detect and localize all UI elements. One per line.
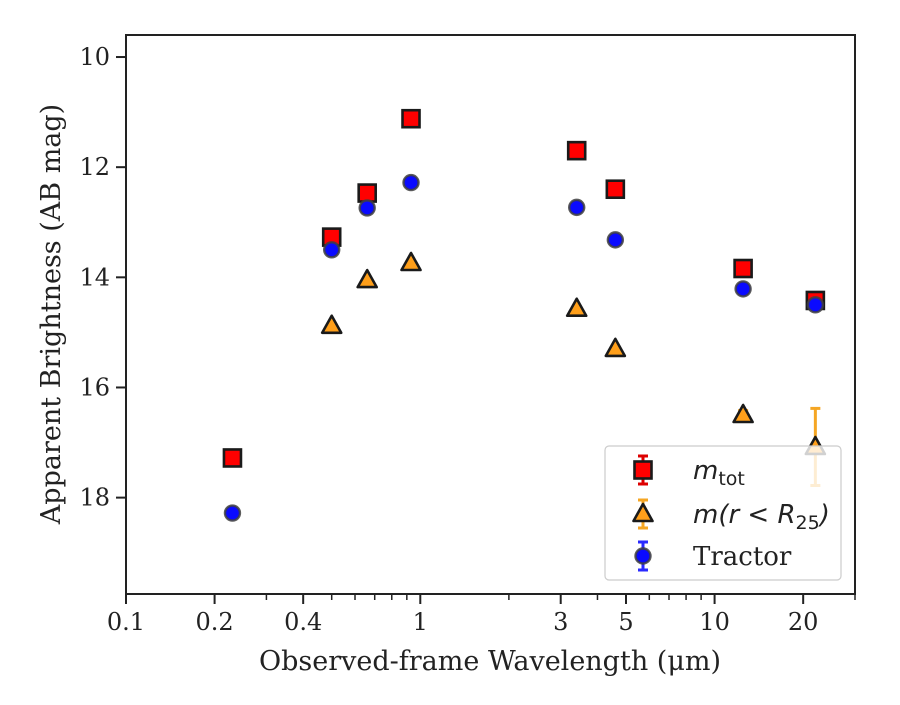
x-tick-label: 0.4 xyxy=(284,608,322,636)
y-tick-label: 18 xyxy=(79,484,110,512)
plot-frame xyxy=(125,34,856,595)
tractor-point xyxy=(606,231,625,249)
tractor-point xyxy=(323,241,341,259)
x-axis-ticks: 0.1 0.2 0.4 1 3 5 10 20 xyxy=(107,594,856,636)
mr25-point xyxy=(732,403,754,424)
x-tick-label: 3 xyxy=(553,608,568,636)
x-tick-label: 5 xyxy=(618,608,633,636)
y-axis-label: Apparent Brightness (AB mag) xyxy=(36,104,67,525)
mtot-point xyxy=(222,448,243,468)
x-tick-label: 0.1 xyxy=(107,608,145,636)
legend-label-mtot: mtot xyxy=(693,456,745,490)
tractor-point xyxy=(358,199,376,217)
legend-label-subscript: 25 xyxy=(796,512,820,534)
legend-label-tractor: Tractor xyxy=(693,542,792,572)
y-tick-label: 12 xyxy=(79,153,110,181)
mtot-point xyxy=(401,108,421,129)
legend-marker-mr25 xyxy=(632,502,654,523)
tractor-point xyxy=(734,280,752,298)
mr25-point xyxy=(320,314,343,335)
legend-box xyxy=(604,445,842,581)
x-axis-label: Observed-frame Wavelength (μm) xyxy=(259,646,721,677)
legend-label-subscript: tot xyxy=(718,468,745,490)
mr25-point xyxy=(356,268,378,289)
x-tick-label: 10 xyxy=(699,608,730,636)
x-tick-label: 1 xyxy=(413,608,428,636)
tractor-point xyxy=(806,296,825,314)
y-tick-label: 16 xyxy=(79,373,110,401)
mtot-point xyxy=(605,179,626,200)
mtot-point xyxy=(733,258,753,279)
y-tick-label: 14 xyxy=(79,263,110,291)
y-tick-label: 10 xyxy=(79,43,110,71)
legend-marker-mtot xyxy=(633,460,653,480)
mr25-point xyxy=(565,297,588,318)
data-markers xyxy=(222,108,827,522)
x-tick-label: 20 xyxy=(788,608,819,636)
mr25-point xyxy=(604,337,627,358)
legend-label-main: m xyxy=(693,456,718,486)
legend: mtot m(r < R25) Tractor xyxy=(604,445,842,581)
mr25-point xyxy=(400,251,422,272)
legend-label-end: ) xyxy=(818,500,830,530)
x-tick-label: 0.2 xyxy=(196,608,234,636)
legend-label-main: m(r < R xyxy=(693,500,796,530)
y-axis-ticks: 10 12 14 16 18 xyxy=(79,43,126,512)
tractor-point xyxy=(402,173,420,192)
legend-label-mr25: m(r < R25) xyxy=(693,500,830,534)
tractor-point xyxy=(568,198,586,217)
mtot-point xyxy=(357,183,377,203)
mtot-point xyxy=(566,140,587,161)
legend-items: mtot m(r < R25) Tractor xyxy=(632,454,830,572)
legend-marker-tractor xyxy=(634,547,652,565)
tractor-point xyxy=(223,504,242,522)
legend-label-main: Tractor xyxy=(693,542,792,572)
